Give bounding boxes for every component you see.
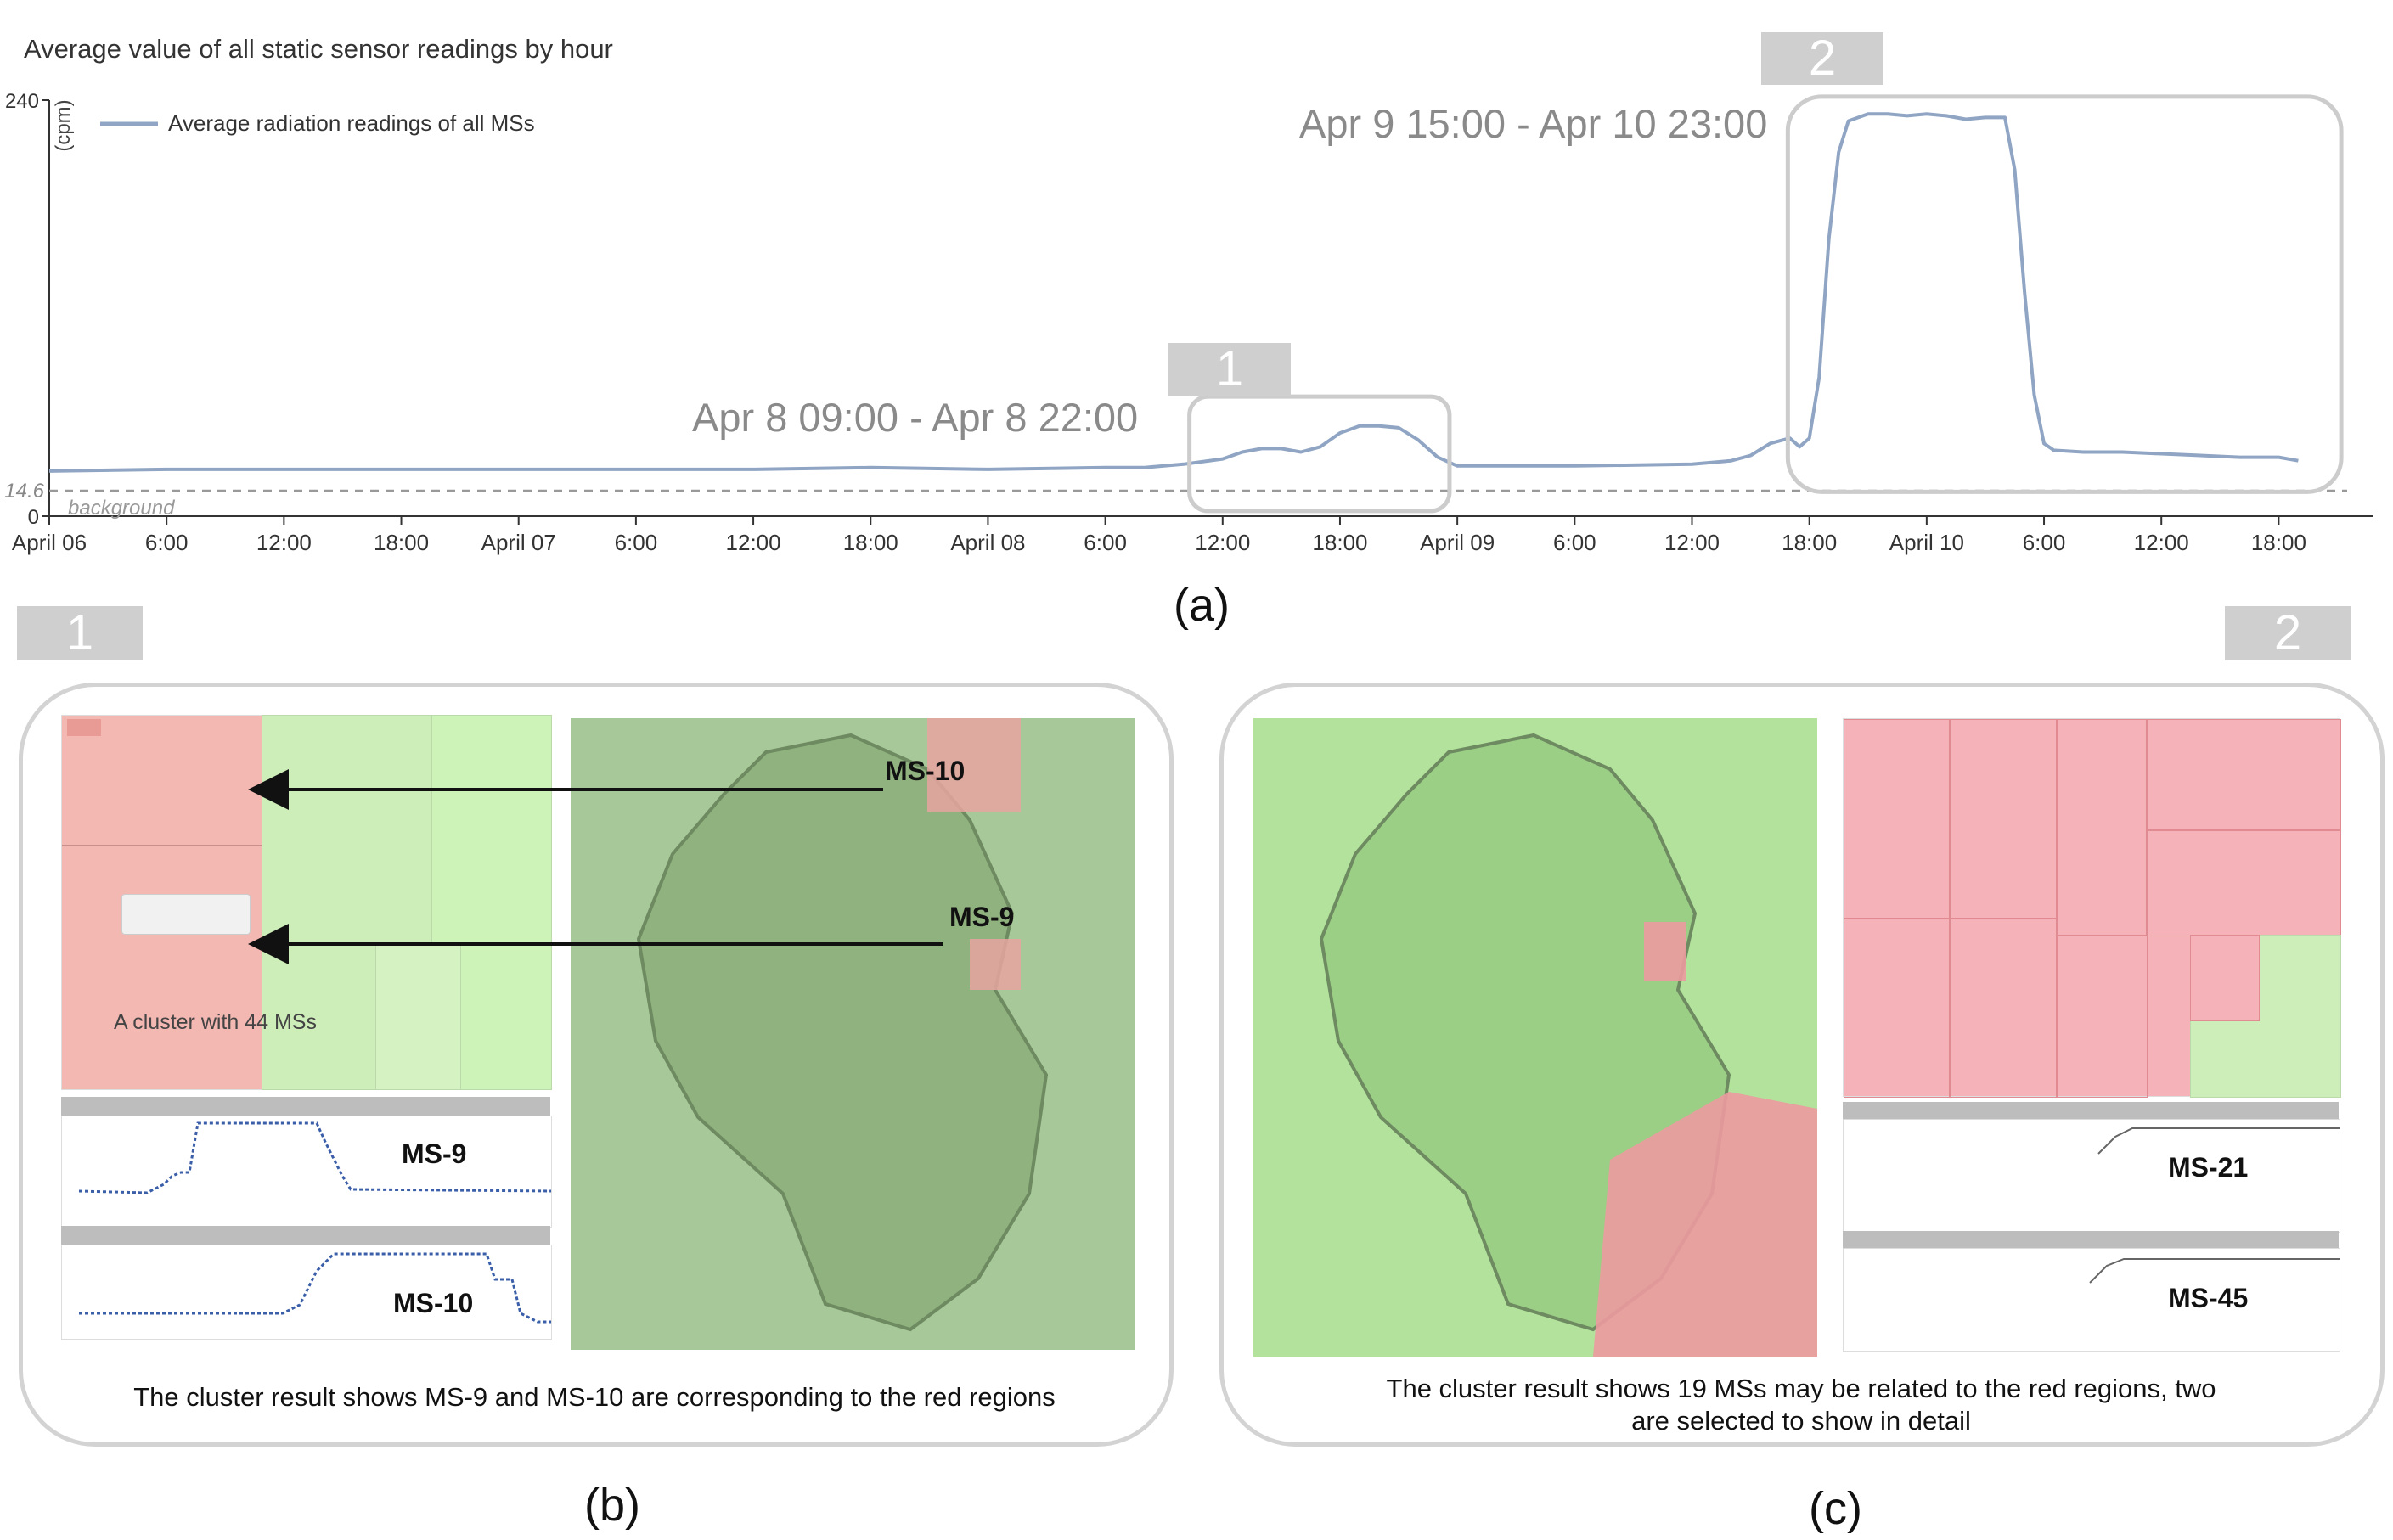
panel-b-tag: 1 bbox=[17, 606, 143, 660]
chart-title: Average value of all static sensor readi… bbox=[24, 34, 613, 64]
panel-c-tag: 2 bbox=[2225, 606, 2351, 660]
figure-label-b: (b) bbox=[584, 1480, 640, 1531]
ms10-trace bbox=[79, 1252, 551, 1324]
x-tick-label: 18:00 bbox=[374, 530, 429, 555]
cluster-block-header bbox=[67, 719, 101, 736]
x-tick-label: 6:00 bbox=[1553, 530, 1596, 555]
tooltip-box bbox=[121, 894, 251, 935]
x-tick-label: 12:00 bbox=[256, 530, 312, 555]
x-tick-label: 12:00 bbox=[1195, 530, 1250, 555]
background-label: background bbox=[68, 497, 175, 520]
x-tick-label: April 10 bbox=[1889, 530, 1964, 555]
treemap-c bbox=[1843, 718, 2341, 1098]
ms9-chart-header bbox=[61, 1097, 550, 1116]
cluster-label: A cluster with 44 MSs bbox=[114, 1010, 317, 1034]
region-1-range-label: Apr 8 09:00 - Apr 8 22:00 bbox=[692, 395, 1139, 440]
background-tick-label: 14.6 bbox=[4, 480, 44, 503]
x-tick-label: 18:00 bbox=[843, 530, 898, 555]
ms9-detail-chart: MS-9 bbox=[61, 1116, 552, 1228]
treemap-cell bbox=[1844, 719, 1951, 919]
y-tick-label: 0 bbox=[28, 506, 39, 529]
region-2-tag: 2 bbox=[1761, 32, 1883, 85]
panel-b-arrows bbox=[248, 769, 943, 964]
x-tick-label: 18:00 bbox=[1782, 530, 1837, 555]
treemap-cell bbox=[2056, 719, 2148, 936]
map-label-ms9: MS-9 bbox=[949, 902, 1015, 932]
map-c bbox=[1253, 718, 1817, 1357]
ms10-detail-chart: MS-10 bbox=[61, 1245, 552, 1340]
cluster-block-line bbox=[62, 845, 262, 846]
treemap-cell bbox=[2190, 935, 2260, 1021]
panel-c-caption-line-2: are selected to show in detail bbox=[1631, 1406, 1971, 1436]
ms21-label: MS-21 bbox=[2168, 1152, 2249, 1183]
map-b-shape bbox=[571, 718, 1135, 1350]
x-tick-label: 12:00 bbox=[1664, 530, 1720, 555]
treemap-cell bbox=[2056, 935, 2148, 1098]
x-tick-label: 6:00 bbox=[1084, 530, 1127, 555]
legend-label: Average radiation readings of all MSs bbox=[168, 110, 535, 136]
cluster-block-red bbox=[61, 715, 263, 1090]
x-tick-label: 12:00 bbox=[2134, 530, 2189, 555]
cluster-block-green-5 bbox=[460, 944, 552, 1090]
treemap-cell bbox=[1844, 918, 1951, 1098]
region-1-box bbox=[1187, 394, 1452, 514]
ms45-label: MS-45 bbox=[2168, 1283, 2249, 1313]
ms45-detail-chart: MS-45 bbox=[1843, 1248, 2340, 1352]
map-b: MS-10 MS-9 bbox=[571, 718, 1135, 1350]
ms21-chart-header bbox=[1843, 1102, 2339, 1119]
figure-label-c: (c) bbox=[1809, 1483, 1862, 1534]
ms9-label: MS-9 bbox=[402, 1138, 467, 1169]
ms10-chart-header bbox=[61, 1226, 550, 1245]
x-tick-label: 6:00 bbox=[2023, 530, 2066, 555]
x-tick-label: 12:00 bbox=[726, 530, 781, 555]
region-2-box bbox=[1785, 94, 2344, 494]
cluster-block-green-1 bbox=[262, 715, 433, 946]
x-tick-label: April 09 bbox=[1420, 530, 1495, 555]
x-tick-label: April 07 bbox=[481, 530, 556, 555]
map-c-shape bbox=[1253, 718, 1817, 1357]
ms45-trace bbox=[2089, 1258, 2340, 1284]
y-axis-label: (cpm) bbox=[52, 99, 75, 151]
x-tick-label: 18:00 bbox=[2251, 530, 2306, 555]
x-tick-label: April 08 bbox=[950, 530, 1025, 555]
x-tick-label: 6:00 bbox=[145, 530, 189, 555]
x-tick-label: 18:00 bbox=[1312, 530, 1367, 555]
ms10-label: MS-10 bbox=[393, 1288, 474, 1318]
cluster-block-green-2 bbox=[431, 715, 552, 946]
cluster-block-green-3 bbox=[262, 944, 377, 1090]
ms21-trace bbox=[2097, 1127, 2340, 1155]
panel-c-caption-line-1: The cluster result shows 19 MSs may be r… bbox=[1386, 1374, 2216, 1403]
figure-label-a: (a) bbox=[1174, 580, 1230, 631]
map-label-ms10: MS-10 bbox=[885, 756, 966, 786]
region-1-tag: 1 bbox=[1168, 343, 1291, 396]
line-chart: 240 0 (cpm) 14.6 background April 06 6:00 12:00… bbox=[4, 90, 2373, 555]
x-tick-label: April 06 bbox=[12, 530, 87, 555]
treemap-cell bbox=[1949, 918, 2058, 1098]
treemap-cell bbox=[2146, 829, 2341, 936]
ms45-chart-header bbox=[1843, 1231, 2339, 1248]
x-tick-label: 6:00 bbox=[615, 530, 658, 555]
panel-b-caption: The cluster result shows MS-9 and MS-10 … bbox=[133, 1382, 1056, 1412]
series-line bbox=[48, 112, 2299, 473]
treemap-cell bbox=[2146, 719, 2341, 831]
ms9-trace bbox=[78, 1121, 552, 1194]
region-2-range-label: Apr 9 15:00 - Apr 10 23:00 bbox=[1299, 101, 1768, 146]
y-tick-label: 240 bbox=[5, 90, 39, 113]
treemap-cell bbox=[1949, 719, 2058, 919]
ms21-detail-chart: MS-21 bbox=[1843, 1119, 2340, 1233]
